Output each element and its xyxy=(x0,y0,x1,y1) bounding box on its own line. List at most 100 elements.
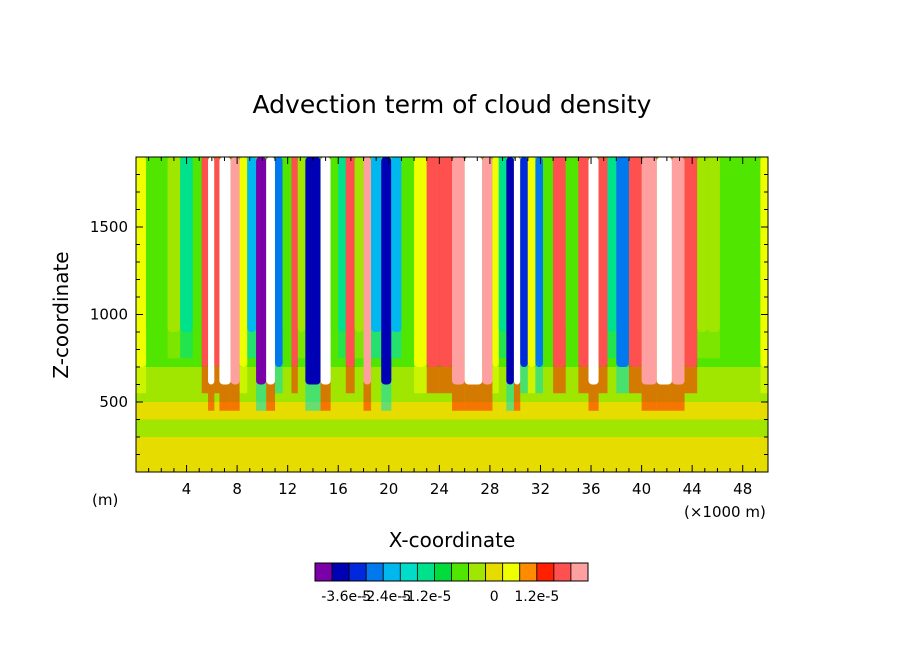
field-band-43 xyxy=(553,157,566,367)
y-axis-label: Z-coordinate xyxy=(49,251,73,378)
field-band-3 xyxy=(180,157,193,332)
colorbar-swatch xyxy=(451,562,469,582)
field-band-17 xyxy=(297,157,306,332)
field-band-18 xyxy=(305,157,321,385)
y-tick-label: 1000 xyxy=(90,306,128,324)
field-band-26 xyxy=(381,157,392,385)
field-band-47 xyxy=(598,157,608,367)
field-band-11 xyxy=(247,157,257,332)
field-band-2 xyxy=(167,157,181,332)
field-band-38 xyxy=(513,157,521,385)
field-band-13 xyxy=(266,157,276,385)
colorbar-label: -2.4e-5 xyxy=(361,589,411,605)
x-tick-label: 12 xyxy=(278,480,297,498)
colorbar-swatch xyxy=(519,562,538,582)
field-band-51 xyxy=(641,157,657,385)
x-axis: 4 8 12 16 20 24 28 32 36 40 44 48 xyxy=(148,157,756,498)
x-tick-label: 16 xyxy=(329,480,348,498)
x-tick-label: 4 xyxy=(182,480,192,498)
field-band-32 xyxy=(452,157,465,385)
colorbar-swatch xyxy=(468,562,487,582)
field-band-50 xyxy=(628,157,642,367)
field-band-46 xyxy=(588,157,599,385)
field-band-45 xyxy=(578,157,589,367)
x-tick-label: 8 xyxy=(232,480,242,498)
colorbar-swatch xyxy=(416,562,435,582)
field-band-24 xyxy=(363,157,372,385)
field-band-57 xyxy=(719,157,761,332)
x-tick-label: 40 xyxy=(632,480,651,498)
y-tick-label: 500 xyxy=(99,393,128,411)
field-band-8 xyxy=(219,157,231,385)
field-band-15 xyxy=(282,157,292,332)
colorbar-swatch xyxy=(502,562,521,582)
x-tick-label: 28 xyxy=(480,480,499,498)
field-band-28 xyxy=(401,157,415,332)
field-band-49 xyxy=(616,157,629,367)
field-band-7 xyxy=(214,157,220,367)
field-band-44 xyxy=(565,157,579,332)
colorbar-swatch xyxy=(331,562,350,582)
x-axis-label: X-coordinate xyxy=(389,528,516,552)
field-band-54 xyxy=(684,157,698,367)
field-band-20 xyxy=(330,157,339,332)
colorbar-swatch xyxy=(485,562,504,582)
field-band-12 xyxy=(256,157,267,385)
colorbar-frame xyxy=(314,562,589,582)
field-band-27 xyxy=(391,157,402,332)
field-band-33 xyxy=(464,157,483,385)
colorbar: -3.6e-5-2.4e-5-1.2e-5 0 1.2e-5 xyxy=(314,562,589,605)
field-band-39 xyxy=(520,157,528,367)
field-stripe-1 xyxy=(136,419,768,437)
x-tick-label: 24 xyxy=(430,480,449,498)
field-band-4 xyxy=(192,157,202,332)
field-band-36 xyxy=(498,157,507,332)
colorbar-label: 1.2e-5 xyxy=(514,589,559,605)
field-band-23 xyxy=(354,157,364,332)
field-band-53 xyxy=(671,157,685,385)
field-band-1 xyxy=(146,157,168,332)
field-band-19 xyxy=(320,157,331,385)
field-band-34 xyxy=(482,157,493,385)
colorbar-swatch xyxy=(365,562,384,582)
field-band-10 xyxy=(239,157,248,367)
x-tick-label: 32 xyxy=(531,480,550,498)
colorbar-swatch xyxy=(314,562,333,582)
y-axis: 500 1000 1500 xyxy=(90,174,768,455)
x-tick-label: 36 xyxy=(581,480,600,498)
field-band-21 xyxy=(338,157,346,332)
field-band-16 xyxy=(291,157,298,367)
x-tick-label: 48 xyxy=(733,480,752,498)
x-axis-multiplier: (×1000 m) xyxy=(684,503,766,521)
field-band-48 xyxy=(607,157,617,332)
field-band-56 xyxy=(707,157,720,332)
field-band-22 xyxy=(345,157,355,367)
colorbar-swatch xyxy=(553,562,572,582)
colorbar-label: -3.6e-5 xyxy=(321,589,371,605)
x-tick-label: 20 xyxy=(379,480,398,498)
colorbar-swatch xyxy=(382,562,401,582)
colorbar-label: 0 xyxy=(490,589,499,605)
field-band-41 xyxy=(535,157,544,367)
colorbar-swatch xyxy=(399,562,418,582)
field-band-42 xyxy=(543,157,554,332)
plot-area xyxy=(136,157,768,472)
colorbar-swatch xyxy=(570,562,589,582)
field-band-14 xyxy=(275,157,283,367)
colorbar-swatch xyxy=(434,562,452,582)
field-band-52 xyxy=(656,157,672,385)
field-stripe-0 xyxy=(136,437,768,472)
x-axis-units: (m) xyxy=(92,491,118,509)
field-band-55 xyxy=(697,157,708,332)
field-band-31 xyxy=(439,157,452,367)
field-band-30 xyxy=(426,157,440,367)
chart-title: Advection term of cloud density xyxy=(253,90,652,119)
field-band-25 xyxy=(371,157,382,332)
colorbar-swatch xyxy=(348,562,367,582)
y-tick-label: 1500 xyxy=(90,218,128,236)
field-band-5 xyxy=(201,157,209,367)
field-band-9 xyxy=(230,157,240,385)
field-band-37 xyxy=(506,157,514,385)
field-band-29 xyxy=(414,157,427,367)
